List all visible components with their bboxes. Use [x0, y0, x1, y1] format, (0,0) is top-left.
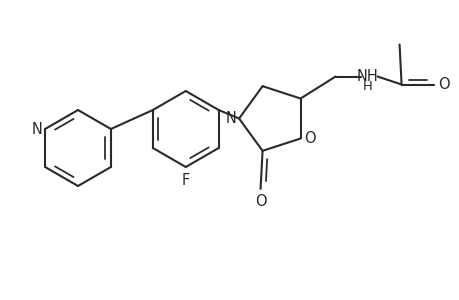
Text: N: N	[225, 111, 235, 126]
Text: H: H	[362, 80, 372, 93]
Text: N: N	[31, 122, 42, 136]
Text: O: O	[437, 77, 449, 92]
Text: F: F	[181, 173, 190, 188]
Text: O: O	[254, 194, 266, 209]
Text: NH: NH	[356, 69, 378, 84]
Text: O: O	[304, 131, 315, 146]
